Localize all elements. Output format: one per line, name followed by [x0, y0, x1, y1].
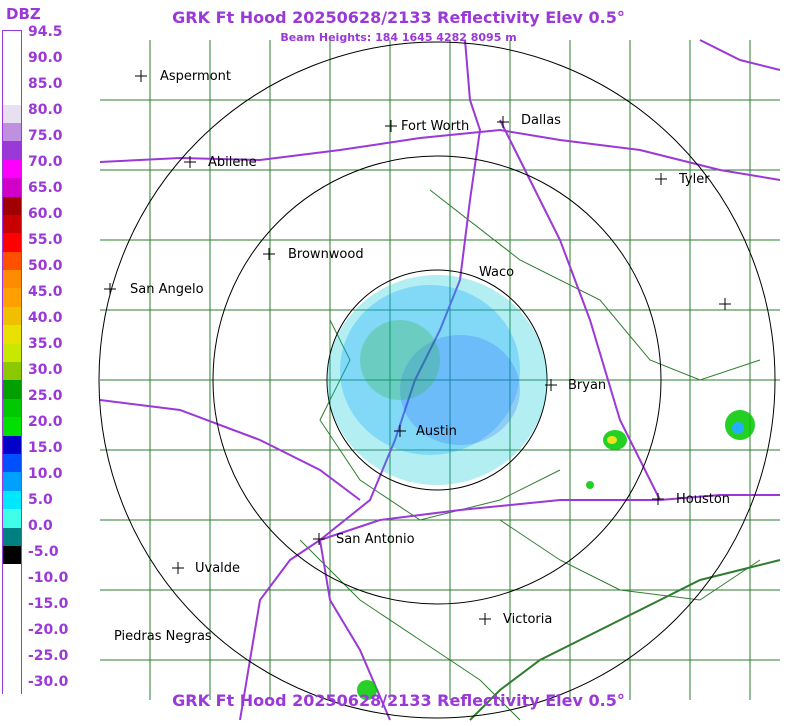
legend-tick: 35.0 — [28, 336, 63, 352]
legend-tick: 30.0 — [28, 362, 63, 378]
legend-color-segment — [3, 104, 21, 124]
city-label-tyler: Tyler — [678, 172, 710, 187]
legend-tick: 5.0 — [28, 492, 53, 508]
legend-color-segment — [3, 674, 21, 694]
legend-tick: -5.0 — [28, 544, 59, 560]
legend-color-segment — [3, 398, 21, 418]
legend-tick: 65.0 — [28, 180, 63, 196]
page-title: GRK Ft Hood 20250628/2133 Reflectivity E… — [172, 8, 625, 27]
legend-tick: 45.0 — [28, 284, 63, 300]
legend-tick: 40.0 — [28, 310, 63, 326]
legend-color-segment — [3, 67, 21, 87]
legend-color-segment — [3, 306, 21, 326]
legend-color-segment — [3, 325, 21, 345]
legend-color-segment — [3, 619, 21, 639]
legend-color-segment — [3, 362, 21, 381]
city-label-uvalde: Uvalde — [195, 561, 240, 576]
city-label-waco: Waco — [479, 265, 514, 280]
legend-color-bar — [2, 30, 22, 694]
legend-tick: 80.0 — [28, 102, 63, 118]
legend-tick: 60.0 — [28, 206, 63, 222]
legend-color-segment — [3, 49, 21, 69]
dbz-legend: DBZ 94.5 90.0 85.0 80.0 75.0 70.0 65.0 6… — [0, 0, 100, 726]
legend-color-segment — [3, 435, 21, 455]
legend-tick: 70.0 — [28, 154, 63, 170]
city-label-brownwood: Brownwood — [288, 247, 364, 262]
legend-color-segment — [3, 270, 21, 290]
legend-tick: 0.0 — [28, 518, 53, 534]
legend-color-segment — [3, 527, 21, 547]
legend-color-segment — [3, 490, 21, 510]
city-label-san-angelo: San Angelo — [130, 282, 204, 297]
range-rings — [98, 41, 776, 719]
radar-echoes — [327, 275, 755, 700]
legend-color-segment — [3, 86, 21, 106]
legend-color-segment — [3, 31, 21, 50]
city-label-abilene: Abilene — [208, 155, 257, 170]
legend-tick: 90.0 — [28, 50, 63, 66]
legend-color-segment — [3, 178, 21, 198]
page-footer-title: GRK Ft Hood 20250628/2133 Reflectivity E… — [172, 691, 625, 710]
legend-tick: 25.0 — [28, 388, 63, 404]
legend-tick: 50.0 — [28, 258, 63, 274]
legend-tick: 20.0 — [28, 414, 63, 430]
legend-tick: -30.0 — [28, 674, 69, 690]
legend-color-segment — [3, 343, 21, 363]
legend-color-segment — [3, 656, 21, 676]
legend-tick: -15.0 — [28, 596, 69, 612]
legend-color-segment — [3, 288, 21, 308]
city-label-austin: Austin — [416, 424, 457, 439]
legend-color-segment — [3, 509, 21, 529]
city-label-fort-worth: Fort Worth — [401, 119, 469, 134]
city-label-dallas: Dallas — [521, 113, 561, 128]
city-label-aspermont: Aspermont — [160, 69, 231, 84]
coastline — [469, 559, 781, 721]
legend-color-segment — [3, 601, 21, 621]
legend-tick: 10.0 — [28, 466, 63, 482]
beam-heights-subtitle: Beam Heights: 184 1645 4282 8095 m — [280, 31, 517, 44]
legend-tick: 85.0 — [28, 76, 63, 92]
city-label-houston: Houston — [676, 492, 730, 507]
legend-color-segment — [3, 141, 21, 161]
legend-color-segment — [3, 564, 21, 584]
legend-tick: -10.0 — [28, 570, 69, 586]
legend-color-segment — [3, 196, 21, 216]
county-lines — [100, 40, 780, 721]
legend-color-segment — [3, 637, 21, 657]
legend-color-segment — [3, 380, 21, 400]
legend-color-segment — [3, 582, 21, 602]
legend-color-segment — [3, 417, 21, 437]
city-label-victoria: Victoria — [503, 612, 552, 627]
legend-tick: -20.0 — [28, 622, 69, 638]
legend-color-segment — [3, 233, 21, 253]
legend-tick: 15.0 — [28, 440, 63, 456]
legend-color-segment — [3, 472, 21, 492]
legend-color-segment — [3, 251, 21, 271]
legend-tick: -25.0 — [28, 648, 69, 664]
city-label-bryan: Bryan — [568, 378, 606, 393]
legend-color-segment — [3, 453, 21, 473]
legend-color-segment — [3, 122, 21, 142]
legend-color-segment — [3, 545, 21, 565]
city-label-san-antonio: San Antonio — [336, 532, 415, 547]
city-labels: Aspermont Abilene Fort Worth Dallas Tyle… — [114, 69, 730, 644]
legend-color-segment — [3, 214, 21, 234]
legend-tick: 94.5 — [28, 24, 63, 40]
city-label-piedras-negras: Piedras Negras — [114, 629, 212, 644]
city-markers — [104, 70, 731, 625]
highways — [99, 39, 781, 721]
legend-color-segment — [3, 159, 21, 179]
legend-tick: 75.0 — [28, 128, 63, 144]
legend-title: DBZ — [6, 5, 41, 23]
legend-tick: 55.0 — [28, 232, 63, 248]
